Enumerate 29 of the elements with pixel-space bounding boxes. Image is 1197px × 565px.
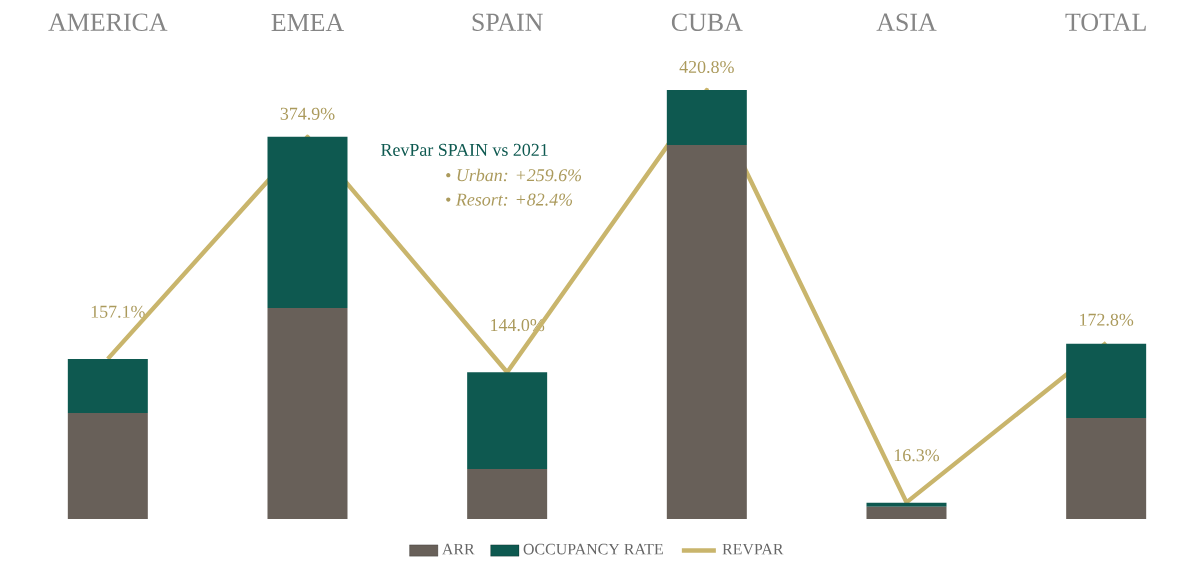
bar [467, 372, 548, 469]
x-tick-label: CUBA [671, 13, 743, 31]
x-tick-label: TOTAL [1065, 13, 1146, 31]
bar [866, 506, 947, 519]
legend-label: REVPAR [722, 543, 784, 555]
legend-label: ARR [442, 543, 475, 555]
data-label: 157.1% [91, 305, 145, 318]
data-label: 374.9% [280, 107, 335, 120]
annotation: • Urban: +259.6% [446, 168, 582, 182]
legend-label: OCCUPANCY RATE [523, 543, 663, 555]
bar [866, 502, 947, 507]
x-tick-label: SPAIN [472, 13, 543, 31]
bar [666, 144, 747, 519]
bar [267, 136, 348, 308]
bar [467, 468, 548, 519]
data-label: 16.3% [894, 449, 940, 462]
x-tick-label: EMEA [271, 13, 345, 31]
bar [67, 358, 148, 413]
data-label: 172.8% [1080, 313, 1134, 326]
data-label: 420.8% [679, 60, 734, 73]
annotation: • Resort: +82.4% [446, 193, 573, 206]
bar [666, 89, 747, 145]
bar [1066, 417, 1147, 519]
x-tick-label: AMERICA [48, 13, 168, 31]
annotation: RevPar SPAIN vs 2021 [381, 143, 548, 156]
x-tick-label: ASIA [876, 13, 937, 31]
bar [1066, 343, 1147, 418]
bar [267, 307, 348, 519]
bar [67, 412, 148, 519]
